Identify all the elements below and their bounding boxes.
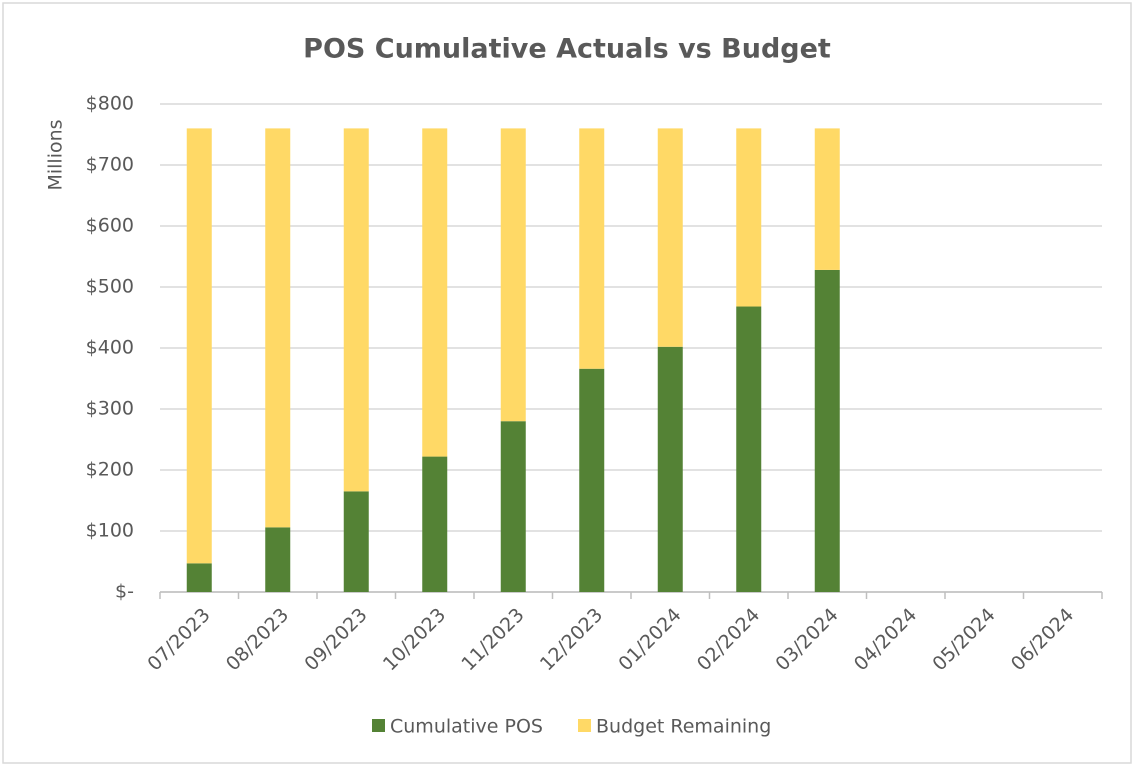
bar-segment <box>736 306 762 592</box>
bar-segment <box>736 128 762 307</box>
bar-segment <box>343 491 369 592</box>
bar-segment <box>657 346 683 592</box>
y-tick-label: $800 <box>86 93 134 115</box>
bar-segment <box>265 128 291 528</box>
legend-swatch <box>578 719 591 732</box>
y-tick-label: $300 <box>86 398 134 420</box>
bar-segment <box>814 128 840 270</box>
y-tick-label: $200 <box>86 459 134 481</box>
bar-segment <box>500 421 526 592</box>
bar-segment <box>579 368 605 592</box>
y-tick-label: $- <box>115 581 134 603</box>
chart-title: POS Cumulative Actuals vs Budget <box>303 34 831 65</box>
bar-segment <box>422 456 448 592</box>
bar-segment <box>814 269 840 592</box>
y-tick-label: $600 <box>86 215 134 237</box>
bar-segment <box>422 128 448 457</box>
bar-segment <box>500 128 526 422</box>
bar-segment <box>265 527 291 592</box>
y-tick-label: $700 <box>86 154 134 176</box>
bar-segment <box>579 128 605 369</box>
bar-segment <box>186 563 212 592</box>
legend-label: Budget Remaining <box>596 716 771 738</box>
bar-segment <box>657 128 683 347</box>
legend-label: Cumulative POS <box>390 716 543 738</box>
bar-segment <box>343 128 369 492</box>
y-tick-label: $400 <box>86 337 134 359</box>
legend-swatch <box>372 719 385 732</box>
y-tick-label: $100 <box>86 520 134 542</box>
y-axis-label: Millions <box>45 119 67 190</box>
y-tick-label: $500 <box>86 276 134 298</box>
bar-segment <box>186 128 212 564</box>
